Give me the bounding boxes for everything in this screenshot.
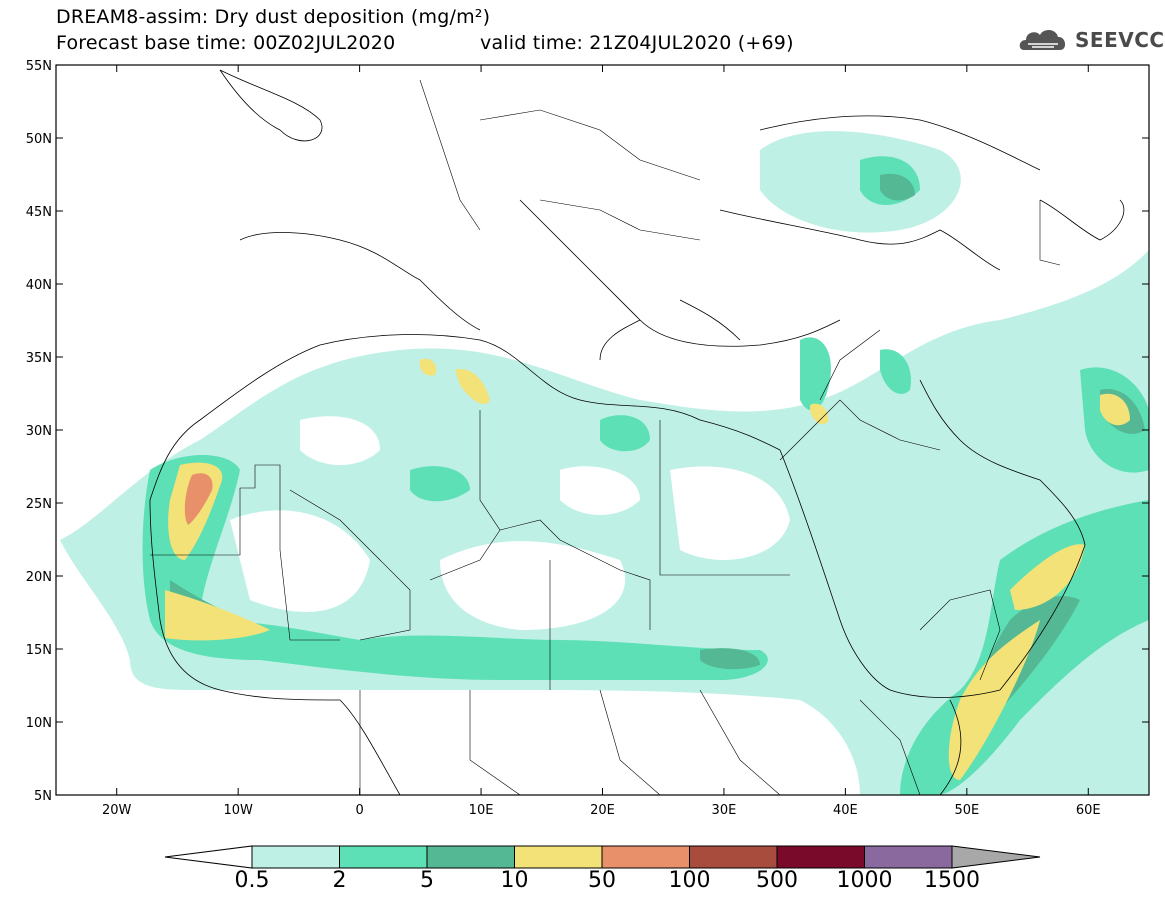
- logo-text: SEEVCCC: [1075, 28, 1165, 52]
- lon-tick-label: 20W: [102, 803, 132, 818]
- legend-swatch: [776, 845, 865, 869]
- legend-label: 10: [500, 868, 529, 893]
- lat-tick-label: 55N: [26, 59, 52, 74]
- lon-tick-label: 50E: [954, 803, 979, 818]
- lon-tick-label: 40E: [833, 803, 858, 818]
- lat-tick-label: 30N: [26, 424, 52, 439]
- legend-swatch: [426, 845, 515, 869]
- legend-swatch: [864, 845, 953, 869]
- legend-under-arrow: [164, 845, 253, 869]
- valid-time: valid time: 21Z04JUL2020 (+69): [480, 32, 794, 54]
- borders: [150, 79, 1061, 795]
- lon-tick-label: 10E: [469, 803, 494, 818]
- legend-swatch: [339, 845, 428, 869]
- lon-tick-label: 30E: [712, 803, 737, 818]
- lon-tick-label: 0: [355, 803, 363, 818]
- lat-tick-label: 25N: [26, 497, 52, 512]
- legend-swatch: [514, 845, 603, 869]
- longitude-ticks: 20W 10W 0 10E 20E 30E 40E 50E 60E: [102, 65, 1101, 818]
- legend-label: 100: [668, 868, 711, 893]
- legend-label: 500: [756, 868, 798, 893]
- legend-label: 5: [420, 868, 434, 893]
- lat-tick-label: 5N: [34, 789, 52, 804]
- legend-swatch: [689, 845, 778, 869]
- legend-over-arrow: [951, 845, 1041, 869]
- legend-colorbar: [164, 845, 1041, 869]
- legend-label: 1000: [836, 868, 893, 893]
- legend-label: 1500: [924, 868, 980, 893]
- legend-label: 2: [332, 868, 347, 893]
- dust-field-very-high: [184, 473, 213, 525]
- lon-tick-label: 10W: [223, 803, 253, 818]
- coastlines: [149, 69, 1125, 795]
- legend-label: 0.5: [234, 868, 270, 893]
- lat-tick-label: 50N: [26, 132, 52, 147]
- legend-swatch: [601, 845, 690, 869]
- cloud-logo-icon: [1019, 29, 1066, 50]
- white-gaps: [230, 416, 790, 630]
- lat-tick-label: 35N: [26, 351, 52, 366]
- latitude-ticks: 55N 50N 45N 40N 35N 30N 25N 20N 15N 10N 5N: [26, 59, 1149, 804]
- lon-tick-label: 20E: [590, 803, 615, 818]
- lon-tick-label: 60E: [1076, 803, 1101, 818]
- forecast-base-time: Forecast base time: 00Z02JUL2020: [56, 32, 396, 54]
- lat-tick-label: 45N: [26, 205, 52, 220]
- lat-tick-label: 40N: [26, 278, 52, 293]
- map-title: DREAM8-assim: Dry dust deposition (mg/m²…: [56, 6, 491, 28]
- legend-label: 50: [588, 868, 616, 893]
- legend-swatch: [251, 845, 340, 869]
- lat-tick-label: 15N: [26, 643, 52, 658]
- lat-tick-label: 20N: [26, 570, 52, 585]
- lat-tick-label: 10N: [26, 716, 52, 731]
